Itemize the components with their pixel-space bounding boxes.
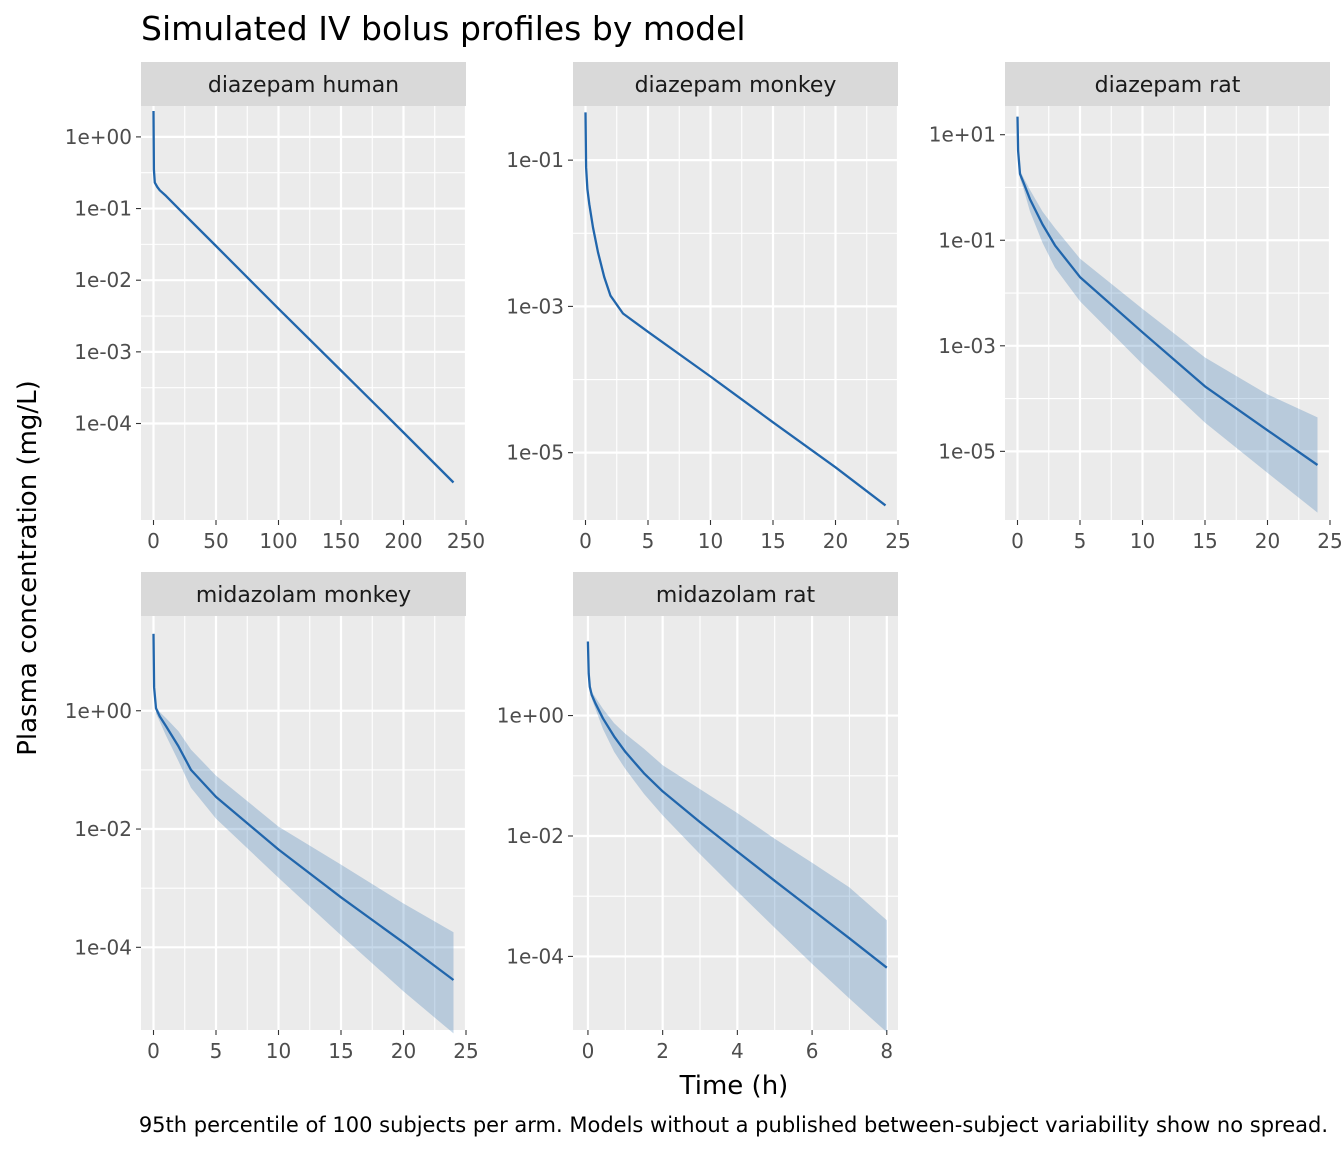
x-tick-label: 10 [698, 529, 723, 553]
y-tick-label: 1e-01 [938, 228, 996, 252]
x-tick-label: 100 [259, 529, 297, 553]
x-tick-label: 0 [1011, 529, 1024, 553]
x-tick-label: 15 [328, 1039, 353, 1063]
facet-panel: midazolam rat 0 2 4 6 8 1e+00 1e-02 1e-04 [497, 572, 898, 1063]
x-tick-label: 15 [760, 529, 785, 553]
facet-panel: midazolam monkey 0 5 10 15 20 25 1e+00 1e-02 1e-0… [65, 572, 479, 1063]
y-tick-label: 1e-05 [506, 441, 564, 465]
x-tick-label: 4 [731, 1039, 744, 1063]
facet-label: midazolam rat [656, 583, 816, 608]
facet-panel: diazepam monkey 0 5 10 15 20 25 1e-01 1e-03 1e-05 [506, 62, 911, 553]
y-tick-label: 1e-02 [74, 817, 132, 841]
median-line [584, 112, 887, 507]
variability-ribbon [1020, 170, 1318, 513]
y-tick-label: 1e+00 [65, 125, 132, 149]
facet-label: midazolam monkey [196, 583, 411, 608]
x-tick-label: 25 [453, 1039, 478, 1063]
median-line [152, 633, 455, 981]
facet-strip [573, 572, 898, 616]
x-tick-label: 20 [823, 529, 848, 553]
facet-label: diazepam monkey [635, 73, 837, 98]
chart-title: Simulated IV bolus profiles by model [141, 9, 746, 48]
y-tick-label: 1e-04 [74, 412, 132, 436]
y-tick-label: 1e-05 [938, 439, 996, 463]
x-tick-label: 5 [642, 529, 655, 553]
x-tick-label: 0 [579, 529, 592, 553]
facet-strip [141, 62, 466, 106]
x-tick-label: 25 [1317, 529, 1342, 553]
x-tick-label: 6 [806, 1039, 819, 1063]
x-tick-label: 20 [1255, 529, 1280, 553]
panel-background [573, 106, 898, 520]
facet-strip [573, 62, 898, 106]
y-tick-label: 1e-01 [74, 197, 132, 221]
y-tick-label: 1e-02 [506, 824, 564, 848]
x-tick-label: 50 [203, 529, 228, 553]
facet-strip [141, 572, 466, 616]
x-tick-label: 5 [1074, 529, 1087, 553]
x-tick-label: 10 [1130, 529, 1155, 553]
median-line [1016, 116, 1319, 466]
y-axis-title: Plasma concentration (mg/L) [13, 380, 43, 756]
y-tick-label: 1e-03 [74, 340, 132, 364]
y-tick-label: 1e-01 [506, 148, 564, 172]
x-tick-label: 2 [656, 1039, 669, 1063]
chart-caption: 95th percentile of 100 subjects per arm.… [139, 1113, 1328, 1137]
y-tick-label: 1e+01 [929, 123, 996, 147]
x-tick-label: 25 [885, 529, 910, 553]
y-tick-label: 1e+00 [497, 704, 564, 728]
facet-panel: diazepam human 0 50 100 150 200 250 1e+00 1e-01 1… [65, 62, 485, 553]
x-tick-label: 200 [384, 529, 422, 553]
x-tick-label: 250 [447, 529, 485, 553]
facet-label: diazepam rat [1095, 73, 1241, 98]
x-axis-title: Time (h) [679, 1071, 789, 1101]
facet-strip [1005, 62, 1330, 106]
facet-panel: diazepam rat 0 5 10 15 20 25 1e+01 1e-01 1e-03 1e-… [929, 62, 1343, 553]
y-tick-label: 1e-03 [506, 294, 564, 318]
variability-ribbon [591, 691, 887, 1033]
x-tick-label: 8 [880, 1039, 893, 1063]
x-tick-label: 20 [391, 1039, 416, 1063]
median-line [152, 110, 455, 484]
x-tick-label: 15 [1192, 529, 1217, 553]
x-tick-label: 150 [322, 529, 360, 553]
x-tick-label: 0 [147, 529, 160, 553]
x-tick-label: 0 [147, 1039, 160, 1063]
y-tick-label: 1e-04 [506, 944, 564, 968]
y-tick-label: 1e-04 [74, 935, 132, 959]
y-tick-label: 1e-02 [74, 268, 132, 292]
y-tick-label: 1e+00 [65, 699, 132, 723]
panel-background [141, 616, 466, 1030]
facet-label: diazepam human [208, 73, 399, 98]
x-tick-label: 0 [582, 1039, 595, 1063]
x-tick-label: 5 [210, 1039, 223, 1063]
panel-background [141, 106, 466, 520]
x-tick-label: 10 [266, 1039, 291, 1063]
median-line [586, 641, 888, 969]
y-tick-label: 1e-03 [938, 334, 996, 358]
panel-background [573, 616, 898, 1030]
